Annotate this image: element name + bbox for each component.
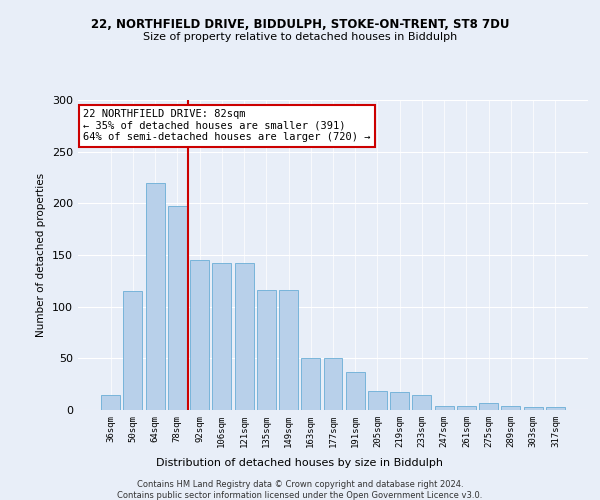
Bar [212,264,231,410]
Text: Distribution of detached houses by size in Biddulph: Distribution of detached houses by size … [157,458,443,468]
Bar [502,406,520,410]
Bar [323,358,343,410]
Bar [479,403,498,410]
Bar [435,406,454,410]
Bar [235,264,254,410]
Bar [124,291,142,410]
Bar [190,260,209,410]
Text: Contains public sector information licensed under the Open Government Licence v3: Contains public sector information licen… [118,491,482,500]
Bar [368,392,387,410]
Bar [168,206,187,410]
Bar [524,407,542,410]
Text: 22 NORTHFIELD DRIVE: 82sqm
← 35% of detached houses are smaller (391)
64% of sem: 22 NORTHFIELD DRIVE: 82sqm ← 35% of deta… [83,110,371,142]
Bar [146,182,164,410]
Bar [457,406,476,410]
Bar [101,394,120,410]
Text: Contains HM Land Registry data © Crown copyright and database right 2024.: Contains HM Land Registry data © Crown c… [137,480,463,489]
Text: 22, NORTHFIELD DRIVE, BIDDULPH, STOKE-ON-TRENT, ST8 7DU: 22, NORTHFIELD DRIVE, BIDDULPH, STOKE-ON… [91,18,509,30]
Y-axis label: Number of detached properties: Number of detached properties [37,173,46,337]
Bar [301,358,320,410]
Bar [390,392,409,410]
Bar [279,290,298,410]
Bar [346,372,365,410]
Bar [546,407,565,410]
Bar [257,290,276,410]
Bar [412,394,431,410]
Text: Size of property relative to detached houses in Biddulph: Size of property relative to detached ho… [143,32,457,42]
